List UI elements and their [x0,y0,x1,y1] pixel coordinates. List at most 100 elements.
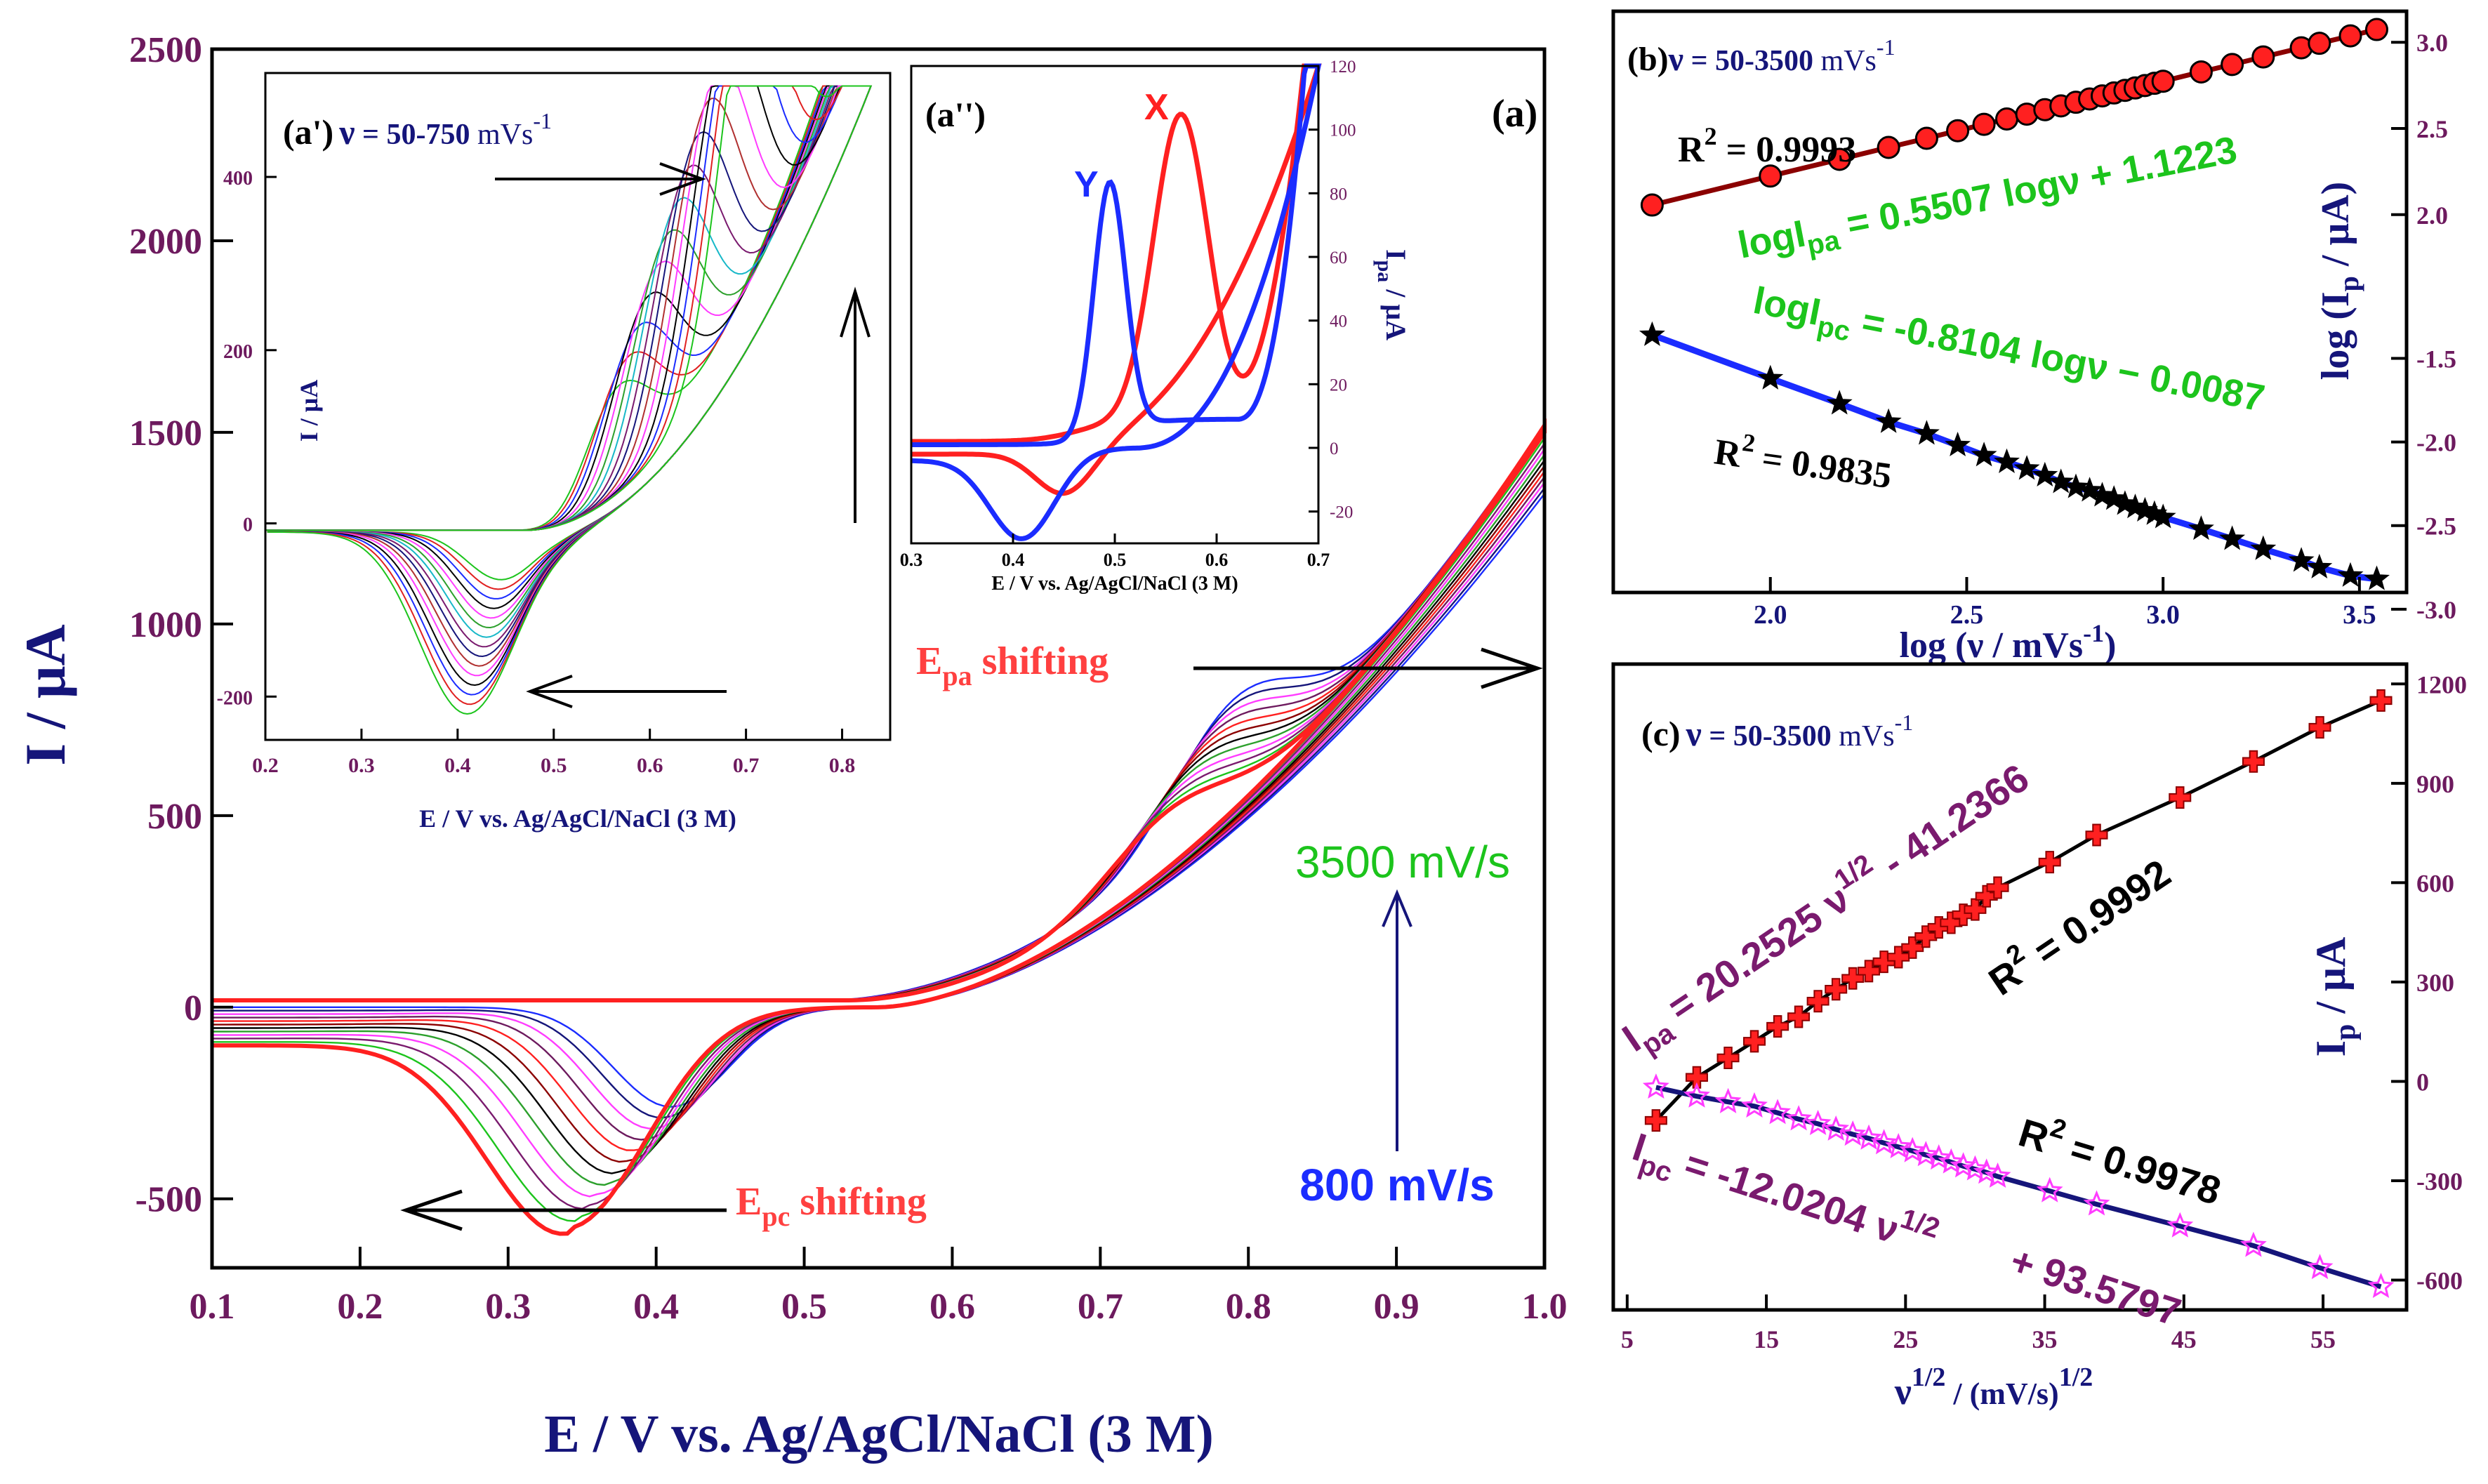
panel-b-ylabel: log (Ip / μA) [2314,182,2364,380]
c-cathodic-point [1741,1092,1768,1118]
b-xtick-label: 3.5 [2343,600,2376,630]
b-bottom-point [2219,525,2246,550]
b-bottom-point [2250,535,2277,560]
c-cathodic-point [1714,1087,1742,1113]
a2-xtick-label: 0.7 [1307,550,1330,570]
inset-a-double-prime-xlabel: E / V vs. Ag/AgCl/NaCl (3 M) [991,573,1238,595]
inset-a-prime-frame [264,72,892,741]
a2-xtick-label: 0.6 [1205,550,1229,570]
c-anodic-point [2369,689,2393,712]
inset-a-double-prime-y-ticks: -20 0 20 40 60 80 100 120 [1309,58,1356,522]
a1-ytick-label: -200 [217,687,253,709]
a2-ytick-label: 60 [1330,249,1347,267]
inset-a-double-prime: 0.3 0.4 0.5 0.6 0.7 -20 0 20 40 60 80 100 120 E / V… [900,58,1412,595]
a2-ytick-label: 20 [1330,376,1347,395]
inset-a-prime-back-arrow-icon [526,675,727,708]
b-top-point [2151,69,2175,93]
a-ytick-label: 1000 [129,605,202,645]
c-anodic-point [1825,978,1848,1001]
a-xtick-label: 0.4 [633,1287,679,1327]
c-ytick-label: 0 [2416,1068,2429,1096]
a-ytick-label: 0 [184,988,202,1028]
a2-xtick-label: 0.3 [900,550,923,570]
b-bottom-point [2032,461,2058,486]
panel-c-ylabel: Ip / μA [2308,937,2362,1057]
panel-c-anodic-r2: R2 = 0.9992 [1978,846,2178,1004]
b-ytick-label: -3.0 [2416,596,2456,624]
scan-rate-up-arrow-icon [1382,889,1412,1151]
c-anodic-fit-line [1655,698,2382,1122]
b-ytick-label: -2.5 [2416,512,2456,541]
c-cathodic-point [2166,1212,2194,1238]
b-top-point [1914,126,1938,150]
a1-xtick-label: 0.7 [733,754,760,777]
c-xtick-label: 25 [1893,1325,1918,1353]
c-cathodic-point [1950,1152,1977,1178]
c-cathodic-point [1870,1129,1898,1155]
high-scan-rate-label: 3500 mV/s [1295,837,1510,887]
c-anodic-point [1857,960,1880,983]
epa-shift-arrow-icon [1193,647,1543,689]
b-bottom-point [2364,565,2390,590]
c-cathodic-point [2036,1177,2063,1203]
a1-ytick-label: 400 [223,168,253,190]
inset-a-double-prime-ylabel: Ipa / μA [1373,249,1412,340]
inset-a-prime-forward-arrow-icon [495,162,706,196]
a2-ytick-label: -20 [1330,503,1353,522]
c-anodic-point [1887,946,1910,969]
panel-c-xlabel: ν1/2 / (mV/s)1/2 [1894,1363,2093,1412]
inset-a-prime-ylabel: I / μA [295,380,323,442]
inset-a-prime: 0.2 0.3 0.4 0.5 0.6 0.7 0.8 -200 0 200 400 E / V … [217,72,892,833]
b-top-point [1827,147,1851,171]
b-bottom-point [1826,390,1853,415]
a-ytick-label: -500 [135,1180,202,1220]
b-bottom-point [1757,364,1784,390]
low-scan-rate-label: 800 mV/s [1299,1160,1495,1210]
b-bottom-point [1639,321,1665,346]
panel-a: 0.1 0.2 0.3 0.4 0.5 0.6 0.7 0.8 0.9 1.0 -500 0 500 1… [13,30,1568,1464]
panel-c-title: (c) ν = 50-3500 mVs-1 [1641,710,1913,753]
panel-a-ylabel: I / μA [13,624,77,765]
a-xtick-label: 0.7 [1078,1287,1123,1327]
panel-a-y-ticks: -500 0 500 1000 1500 2000 2500 [129,30,233,1220]
panel-c-cathodic-r2: R2 = 0.9978 [2013,1105,2227,1214]
c-cathodic-point [1839,1120,1867,1146]
c-cathodic-point [2239,1231,2267,1257]
c-ytick-label: 300 [2416,969,2454,997]
panel-c-x-ticks: 5 15 25 35 45 55 [1621,1294,2336,1353]
c-cathodic-point [1804,1110,1832,1135]
b-bottom-point [1994,448,2020,473]
c-xtick-label: 35 [2032,1325,2058,1353]
inset-a-prime-y-ticks: -200 0 200 400 [217,168,277,709]
b-bottom-point [2150,503,2176,529]
a1-ytick-label: 200 [223,341,253,363]
panel-a-xlabel: E / V vs. Ag/AgCl/NaCl (3 M) [544,1405,1214,1464]
b-ytick-label: 3.0 [2416,29,2448,57]
a-xtick-label: 0.3 [485,1287,531,1327]
b-top-point [2189,60,2213,84]
panel-c-plot [1642,689,2395,1299]
c-anodic-point [1743,1030,1766,1053]
panel-b-bottom-equation: logIpc = -0.8104 logν − 0.0087 [1749,279,2268,428]
a-ytick-label: 2000 [129,222,202,262]
b-bottom-point [1971,442,1997,467]
c-xtick-label: 15 [1754,1325,1779,1353]
b-top-point [1759,164,1782,188]
inset-a-prime-x-ticks: 0.2 0.3 0.4 0.5 0.6 0.7 0.8 [252,729,855,777]
panel-b-frame [1611,9,2409,595]
c-anodic-point [1940,911,1963,934]
c-cathodic-point [1961,1155,1989,1181]
c-cathodic-point [1885,1132,1912,1158]
b-bottom-point [1913,420,1940,445]
inset-a-double-prime-x-ticks: 0.3 0.4 0.5 0.6 0.7 [900,534,1330,570]
c-anodic-point [2242,750,2265,773]
b-xtick-label: 2.0 [1754,600,1787,630]
b-ytick-label: 2.5 [2416,115,2448,143]
a-ytick-label: 500 [147,797,202,837]
c-anodic-point [1975,885,1998,908]
panel-b-plot [1639,18,2390,590]
a-ytick-label: 2500 [129,30,202,70]
panel-c-y-ticks: -600 -300 0 300 600 900 1200 [2391,670,2467,1295]
a-xtick-label: 0.9 [1374,1287,1420,1327]
